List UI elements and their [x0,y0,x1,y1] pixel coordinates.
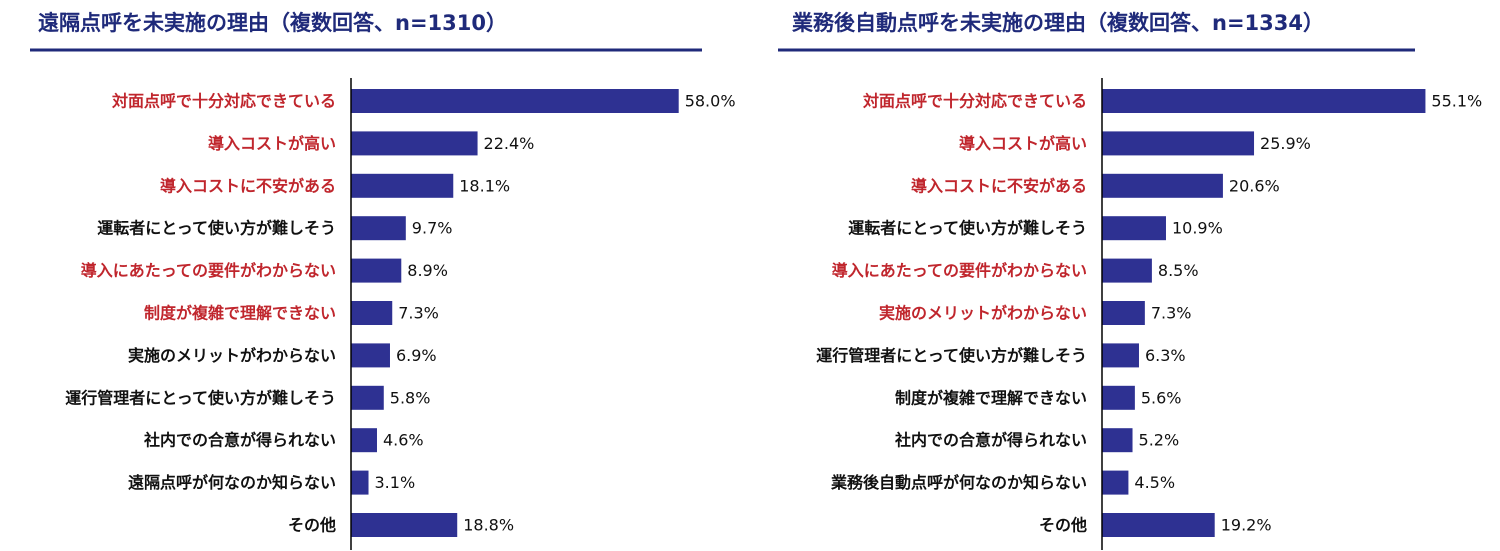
category-label: 運行管理者にとって使い方が難しそう [65,388,336,407]
chart-post-work-auto-rollcall: 業務後自動点呼を未実施の理由（複数回答、n=1334） 対面点呼で十分対応できてい… [778,11,1482,550]
value-label: 7.3% [1151,304,1192,323]
value-label: 22.4% [484,134,535,153]
category-label: 対面点呼で十分対応できている [111,92,336,111]
bar [1102,89,1426,113]
category-label: 導入にあたっての要件がわからない [832,261,1087,280]
value-label: 19.2% [1221,516,1272,535]
bar [1102,216,1166,241]
category-label: 運転者にとって使い方が難しそう [97,219,336,238]
category-label: 導入コストに不安がある [911,176,1087,195]
value-label: 8.5% [1158,261,1199,280]
bar [351,470,369,495]
bar [1102,470,1129,495]
value-label: 4.6% [383,431,424,450]
bar [351,89,679,113]
category-label: 運転者にとって使い方が難しそう [848,219,1087,238]
bar [1102,301,1145,325]
bar [351,513,458,537]
category-label: 制度が複雑で理解できない [895,388,1087,407]
value-label: 4.5% [1134,473,1175,492]
bar [351,428,377,453]
bar [351,385,384,410]
value-label: 25.9% [1260,134,1311,153]
value-label: 6.3% [1145,346,1186,365]
chart-title: 遠隔点呼を未実施の理由（複数回答、n=1310） [38,11,507,35]
category-label: 導入コストが高い [959,134,1087,153]
bar [1102,258,1152,283]
value-label: 10.9% [1172,219,1223,238]
category-label: 業務後自動点呼が何なのか知らない [830,473,1087,492]
category-label: 導入コストが高い [208,134,336,153]
chart-title: 業務後自動点呼を未実施の理由（複数回答、n=1334） [792,11,1324,35]
bar [1102,385,1135,410]
value-label: 5.6% [1141,388,1182,407]
value-label: 7.3% [398,304,439,323]
value-label: 18.1% [459,176,510,195]
value-label: 55.1% [1431,92,1482,111]
value-label: 5.8% [390,388,431,407]
bar [1102,343,1139,368]
bar [351,343,390,368]
category-label: 導入コストに不安がある [160,176,336,195]
category-label: 運行管理者にとって使い方が難しそう [816,346,1087,365]
value-label: 20.6% [1229,176,1280,195]
category-label: 社内での合意が得られない [143,431,336,450]
category-label: 実施のメリットがわからない [879,304,1087,323]
category-label: 実施のメリットがわからない [128,346,336,365]
value-label: 58.0% [685,92,736,111]
category-label: その他 [288,516,336,535]
bar [351,301,393,325]
bar [351,258,402,283]
value-label: 9.7% [412,219,453,238]
category-label: 導入にあたっての要件がわからない [81,261,336,280]
bar [1102,173,1223,198]
category-label: 遠隔点呼が何なのか知らない [128,473,336,492]
bar [1102,428,1133,453]
bar [351,173,454,198]
bar [351,131,478,156]
value-label: 18.8% [463,516,514,535]
bar [1102,513,1215,537]
value-label: 8.9% [407,261,448,280]
bar [1102,131,1255,156]
chart-remote-rollcall: 遠隔点呼を未実施の理由（複数回答、n=1310） 対面点呼で十分対応できている 58… [30,11,736,550]
bar [351,216,406,241]
value-label: 5.2% [1139,431,1180,450]
value-label: 3.1% [375,473,416,492]
value-label: 6.9% [396,346,437,365]
category-label: 対面点呼で十分対応できている [862,92,1087,111]
category-label: その他 [1039,516,1087,535]
category-label: 社内での合意が得られない [894,431,1087,450]
category-label: 制度が複雑で理解できない [144,304,336,323]
